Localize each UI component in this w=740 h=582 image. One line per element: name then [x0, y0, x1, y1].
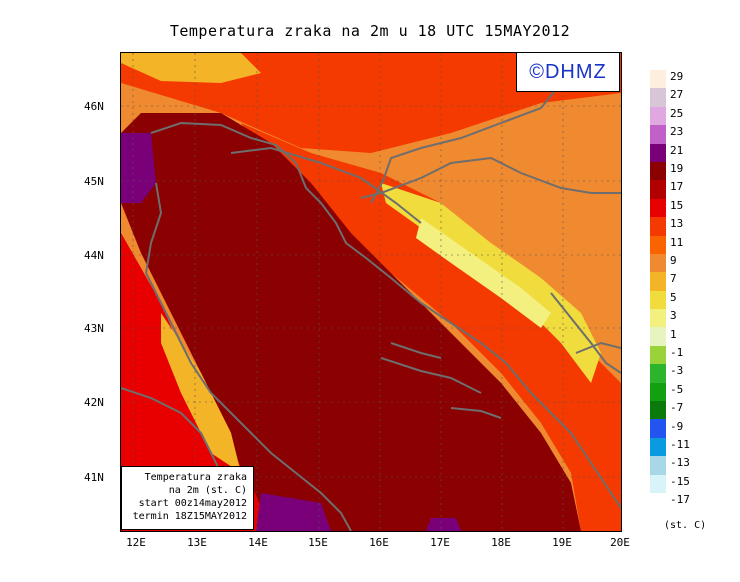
lat-label: 43N — [84, 322, 104, 335]
info-line-2: na 2m (st. C) — [168, 485, 247, 496]
legend-label: -11 — [670, 438, 690, 451]
dhmz-logo: ©DHMZ — [516, 52, 620, 92]
info-line-3: start 00z14may2012 — [138, 498, 247, 509]
legend-label: 23 — [670, 125, 684, 139]
legend-label: 13 — [670, 217, 684, 231]
legend-swatch — [650, 161, 666, 181]
legend-swatch — [650, 309, 666, 328]
legend-label: -3 — [670, 364, 684, 378]
legend-swatch — [650, 88, 666, 107]
info-box: Temperatura zraka na 2m (st. C) start 00… — [121, 466, 254, 530]
map-title: Temperatura zraka na 2m u 18 UTC 15MAY20… — [169, 22, 571, 40]
legend-label: 11 — [670, 235, 684, 249]
legend-swatch — [650, 217, 666, 236]
dinaric-coldest-zone — [416, 218, 551, 328]
lat-label: 46N — [84, 100, 104, 113]
warm-spot-south-east — [426, 518, 461, 531]
lat-label: 44N — [84, 249, 104, 262]
lon-label: 15E — [308, 536, 328, 549]
lon-label: 19E — [552, 536, 572, 549]
legend-label: -9 — [670, 419, 684, 433]
legend-label: 1 — [670, 327, 677, 341]
lon-label: 16E — [369, 536, 389, 549]
legend-swatch — [650, 437, 666, 457]
lon-label: 18E — [491, 536, 511, 549]
warm-spot-south — [256, 493, 331, 531]
legend-swatch — [650, 492, 666, 512]
legend-label: -13 — [670, 456, 690, 470]
legend-label: -7 — [670, 401, 684, 415]
legend-label: 17 — [670, 180, 684, 194]
legend-label: 27 — [670, 88, 684, 102]
info-line-4: termin 18Z15MAY2012 — [132, 511, 247, 522]
legend-label: 15 — [670, 198, 684, 212]
lon-label: 12E — [126, 536, 146, 549]
warm-spot-west — [121, 133, 156, 203]
legend-swatch — [650, 419, 666, 438]
legend-label: 29 — [670, 70, 684, 83]
legend-swatch — [650, 106, 666, 126]
legend-swatch — [650, 290, 666, 310]
legend-swatch — [650, 364, 666, 383]
apennines-cool-zone — [161, 313, 241, 473]
legend-label: 3 — [670, 309, 677, 323]
legend-label: 9 — [670, 254, 677, 267]
legend-swatch — [650, 382, 666, 402]
legend-label: 7 — [670, 272, 677, 286]
legend-unit: (st. C) — [664, 520, 707, 531]
legend-swatch — [650, 327, 666, 346]
lon-label: 17E — [430, 536, 450, 549]
color-legend — [650, 70, 666, 512]
legend-label: -15 — [670, 474, 690, 488]
legend-swatch — [650, 474, 666, 493]
temperature-map — [120, 52, 622, 532]
legend-swatch — [650, 143, 666, 162]
legend-swatch — [650, 345, 666, 365]
legend-label: 19 — [670, 162, 684, 175]
legend-swatch — [650, 272, 666, 291]
legend-label: -17 — [670, 493, 690, 507]
lon-label: 20E — [610, 536, 630, 549]
alps-cool-zone — [121, 53, 261, 83]
north-band — [121, 53, 621, 153]
lat-label: 42N — [84, 396, 104, 409]
lat-label: 41N — [84, 471, 104, 484]
legend-swatch — [650, 70, 666, 89]
coastlines — [121, 53, 621, 531]
info-line-1: Temperatura zraka — [144, 472, 247, 483]
legend-swatch — [650, 235, 666, 254]
legend-swatch — [650, 253, 666, 273]
legend-swatch — [650, 198, 666, 218]
legend-swatch — [650, 125, 666, 144]
lon-label: 13E — [187, 536, 207, 549]
legend-label: -1 — [670, 346, 684, 359]
legend-label: 25 — [670, 106, 684, 120]
legend-swatch — [650, 180, 666, 199]
lat-label: 45N — [84, 175, 104, 188]
legend-swatch — [650, 401, 666, 420]
legend-label: 21 — [670, 143, 684, 157]
lon-label: 14E — [248, 536, 268, 549]
adriatic-sea — [121, 113, 581, 531]
graticule — [121, 53, 621, 531]
legend-label: 5 — [670, 290, 677, 304]
legend-swatch — [650, 456, 666, 475]
legend-label: -5 — [670, 382, 684, 396]
